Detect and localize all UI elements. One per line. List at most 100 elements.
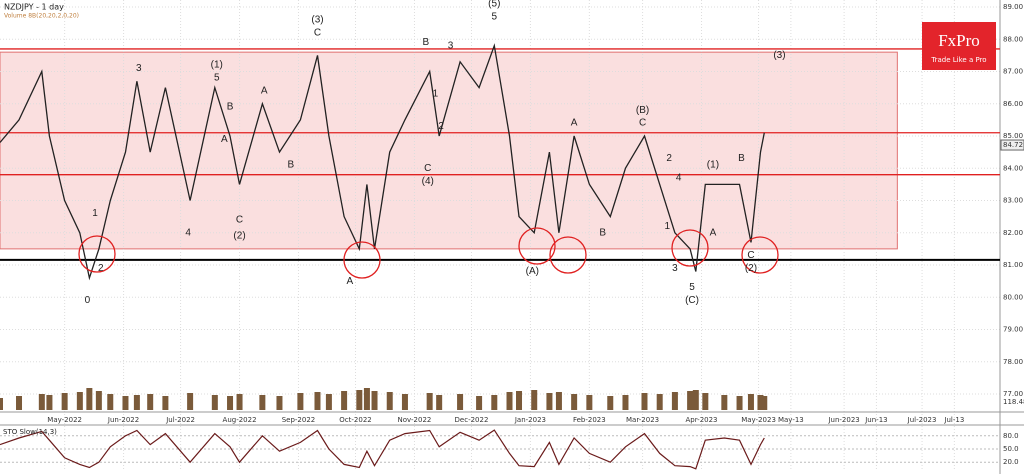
- volume-bar: [622, 395, 629, 410]
- logo-tagline: Trade Like a Pro: [930, 56, 986, 64]
- wave-label: (2): [233, 231, 245, 242]
- volume-bar: [457, 394, 464, 410]
- subtitle: Volume 8B(20,20,2,0,20): [4, 13, 79, 20]
- volume-bar: [147, 394, 154, 410]
- volume-bar: [531, 390, 538, 410]
- volume-bar: [107, 394, 114, 410]
- y-tick-label: 50.0: [1003, 445, 1019, 453]
- wave-label: 1: [92, 208, 98, 219]
- y-tick-label: 88.00: [1003, 35, 1023, 43]
- wave-label: C: [639, 118, 646, 129]
- wave-label: 4: [676, 173, 682, 184]
- x-tick-label: May-2022: [47, 416, 82, 424]
- wave-label: 0: [85, 295, 91, 306]
- wave-label: A: [221, 134, 228, 145]
- x-tick-label: Jun-2022: [107, 416, 139, 424]
- volume-bar: [259, 395, 266, 410]
- volume-bar: [761, 396, 768, 410]
- wave-label: 5: [689, 282, 695, 293]
- wave-label: C: [236, 214, 243, 225]
- volume-bar: [702, 393, 709, 410]
- volume-bar: [187, 393, 194, 410]
- y-tick-label: 83.00: [1003, 197, 1023, 205]
- volume-bar: [122, 396, 129, 410]
- wave-label: (1): [211, 60, 223, 71]
- volume-bar: [76, 392, 83, 410]
- x-tick-label: Apr-2023: [686, 416, 718, 424]
- volume-bar: [371, 391, 378, 410]
- highlight-circle: [78, 235, 116, 273]
- wave-label: A: [261, 85, 268, 96]
- volume-bar: [656, 394, 663, 410]
- volume-bar: [386, 392, 393, 410]
- volume-bar: [747, 394, 754, 410]
- x-tick-label: Oct-2022: [339, 416, 371, 424]
- y-tick-label: 78.00: [1003, 358, 1023, 366]
- wave-label: 5: [214, 73, 220, 84]
- wave-label: 5: [492, 11, 498, 22]
- wave-label: (2): [745, 263, 757, 274]
- volume-bar: [401, 394, 408, 410]
- x-tick-label: Jun-2023: [827, 416, 859, 424]
- volume-bar: [555, 392, 562, 410]
- volume-bar: [86, 388, 93, 410]
- volume-bar: [133, 395, 140, 410]
- wave-label: (3): [311, 15, 323, 26]
- y-tick-label: 81.00: [1003, 261, 1023, 269]
- wave-label: 4: [185, 227, 191, 238]
- highlight-circle: [741, 236, 779, 274]
- y-tick-label: 89.00: [1003, 3, 1023, 11]
- wave-label: B: [599, 227, 606, 238]
- volume-bar: [276, 396, 283, 410]
- y-tick-label: 85.00: [1003, 132, 1023, 140]
- wave-label: 2: [98, 263, 104, 274]
- zone: [0, 51, 898, 250]
- y-tick-label: 20.0: [1003, 458, 1019, 466]
- x-tick-label: Jul-13: [943, 416, 964, 424]
- wave-label: 3: [448, 40, 454, 51]
- wave-label: (5): [488, 0, 500, 9]
- wave-label: B: [288, 160, 295, 171]
- y-tick-label: 80.00: [1003, 293, 1023, 301]
- last-price-box: [1000, 139, 1024, 151]
- wave-label: 3: [672, 263, 678, 274]
- volume-bar: [363, 388, 370, 410]
- x-tick-label: Dec-2022: [455, 416, 489, 424]
- wave-label: (B): [636, 105, 649, 116]
- indicator-title: STO Slow(14,3): [3, 428, 57, 436]
- wave-label: (1): [707, 160, 719, 171]
- volume-bar: [236, 394, 243, 410]
- logo-name: FxPro: [938, 31, 980, 50]
- volume-bar: [356, 390, 363, 410]
- x-tick-label: Aug-2022: [223, 416, 257, 424]
- wave-label: C: [747, 250, 754, 261]
- volume-bar: [476, 396, 483, 410]
- wave-label: A: [710, 227, 717, 238]
- volume-bar: [641, 393, 648, 410]
- volume-bar: [426, 393, 433, 410]
- volume-bar: [38, 394, 45, 410]
- highlight-circle: [343, 241, 381, 279]
- wave-label: B: [738, 153, 745, 164]
- wave-label: B: [227, 102, 234, 113]
- wave-label: 1: [433, 89, 439, 100]
- y-tick-label: 77.00: [1003, 390, 1023, 398]
- highlight-circle: [671, 229, 709, 267]
- y-tick-label: 84.00: [1003, 164, 1023, 172]
- x-tick-label: May-13: [778, 416, 804, 424]
- volume-bar: [586, 395, 593, 410]
- x-tick-label: Feb-2023: [573, 416, 606, 424]
- x-tick-label: Jan-2023: [514, 416, 546, 424]
- wave-label: B: [423, 37, 430, 48]
- volume-bar: [736, 396, 743, 410]
- volume-bar: [692, 390, 699, 410]
- volume-bar: [46, 395, 53, 410]
- x-tick-label: Jun-13: [864, 416, 887, 424]
- volume-bar: [211, 395, 218, 410]
- volume-bar: [314, 392, 321, 410]
- y-tick-label: 80.0: [1003, 432, 1019, 440]
- wave-label: 3: [136, 63, 142, 74]
- highlight-circle: [518, 227, 556, 265]
